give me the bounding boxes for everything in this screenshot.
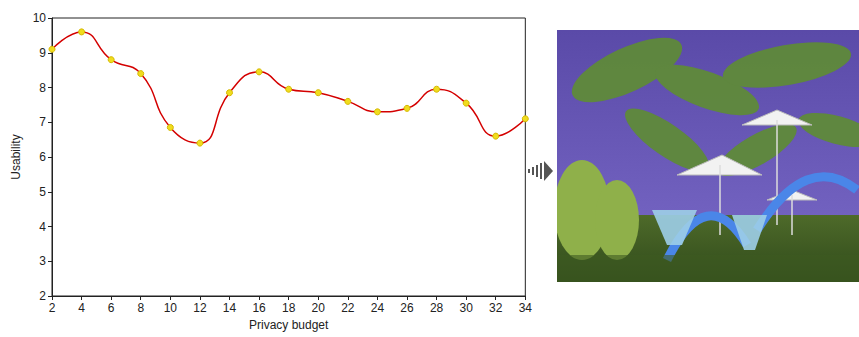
svg-text:18: 18 [282,301,296,315]
svg-text:26: 26 [400,301,414,315]
svg-text:10: 10 [33,11,47,25]
svg-text:7: 7 [39,115,46,129]
svg-text:20: 20 [312,301,326,315]
svg-text:32: 32 [489,301,503,315]
svg-text:Privacy budget: Privacy budget [249,318,329,332]
svg-text:Usability: Usability [9,134,23,179]
svg-text:30: 30 [459,301,473,315]
svg-text:16: 16 [252,301,266,315]
svg-text:5: 5 [39,185,46,199]
svg-text:4: 4 [39,220,46,234]
svg-text:6: 6 [108,301,115,315]
svg-text:8: 8 [137,301,144,315]
svg-text:6: 6 [39,150,46,164]
svg-text:8: 8 [39,81,46,95]
svg-text:10: 10 [164,301,178,315]
svg-text:2: 2 [49,301,56,315]
svg-text:24: 24 [371,301,385,315]
svg-text:34: 34 [519,301,533,315]
svg-text:12: 12 [193,301,207,315]
svg-text:28: 28 [430,301,444,315]
svg-text:3: 3 [39,254,46,268]
svg-text:2: 2 [39,289,46,303]
svg-text:22: 22 [341,301,355,315]
svg-text:4: 4 [78,301,85,315]
svg-text:14: 14 [223,301,237,315]
svg-text:9: 9 [39,46,46,60]
